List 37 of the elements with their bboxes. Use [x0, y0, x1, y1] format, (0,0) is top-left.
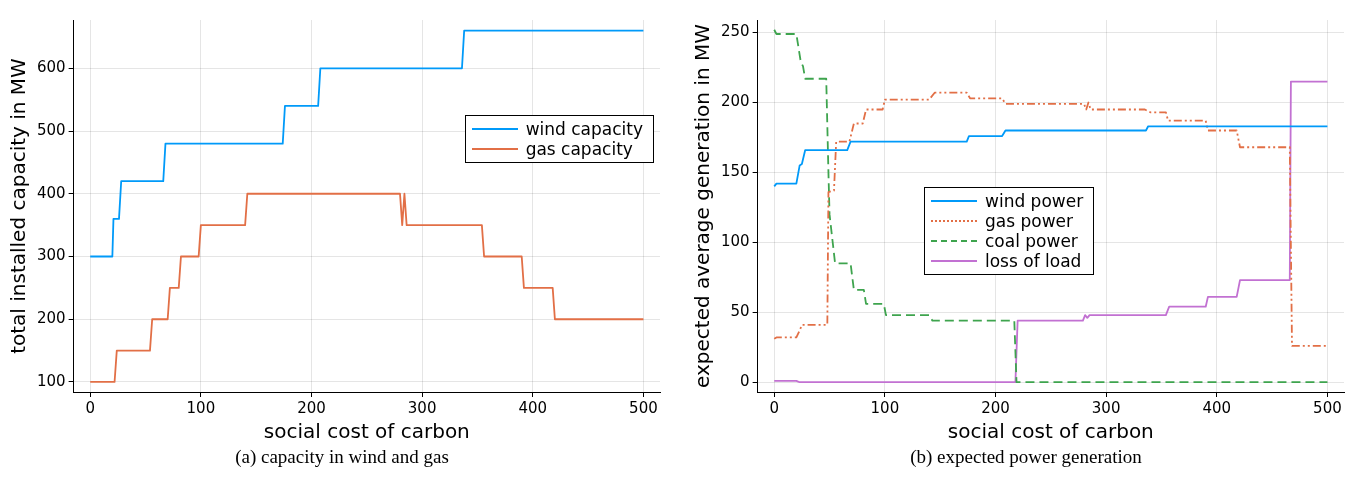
text: (b) expected power generation — [909, 446, 1143, 468]
x-tick-label: 100 — [186, 398, 216, 417]
x-tick-label: 500 — [629, 398, 658, 417]
y-tick-label: 400 — [36, 183, 66, 202]
y-tick-label: 200 — [720, 92, 750, 111]
x-tick-label: 200 — [297, 398, 326, 417]
y-tick-label: 0 — [740, 372, 750, 391]
y-tick-label: 250 — [720, 22, 750, 41]
x-tick-label: 0 — [769, 398, 779, 417]
x-tick-label: 100 — [870, 398, 900, 417]
x-axis-title: social cost of carbon — [263, 419, 470, 444]
y-tick-label: 500 — [36, 120, 66, 139]
line-series — [773, 91, 1329, 347]
y-tick-label: 150 — [720, 162, 750, 181]
y-tick-label: 200 — [36, 309, 66, 328]
legend-label: wind capacity — [525, 119, 643, 139]
legend-label: wind power — [985, 191, 1084, 211]
text: (a) capacity in wind and gas — [234, 446, 450, 468]
legend-label: loss of load — [985, 251, 1082, 271]
x-tick-label: 400 — [518, 398, 548, 417]
x-tick-label: 300 — [1091, 398, 1121, 417]
y-tick-label: 100 — [720, 232, 750, 251]
y-tick-label: 600 — [36, 58, 66, 77]
y-tick-label: 100 — [36, 371, 66, 390]
x-tick-label: 300 — [407, 398, 437, 417]
x-axis-title: social cost of carbon — [947, 419, 1154, 444]
x-tick-label: 200 — [981, 398, 1010, 417]
x-tick-label: 0 — [85, 398, 95, 417]
y-tick-label: 50 — [730, 302, 750, 321]
y-axis-title: expected average generation in MW — [690, 23, 715, 388]
y-tick-label: 300 — [36, 246, 66, 265]
y-axis-title: total installed capacity in MW — [6, 57, 31, 354]
legend-label: coal power — [985, 231, 1078, 251]
legend-label: gas capacity — [525, 139, 633, 159]
legend-label: gas power — [985, 211, 1074, 231]
x-tick-label: 500 — [1313, 398, 1342, 417]
x-tick-label: 400 — [1202, 398, 1232, 417]
